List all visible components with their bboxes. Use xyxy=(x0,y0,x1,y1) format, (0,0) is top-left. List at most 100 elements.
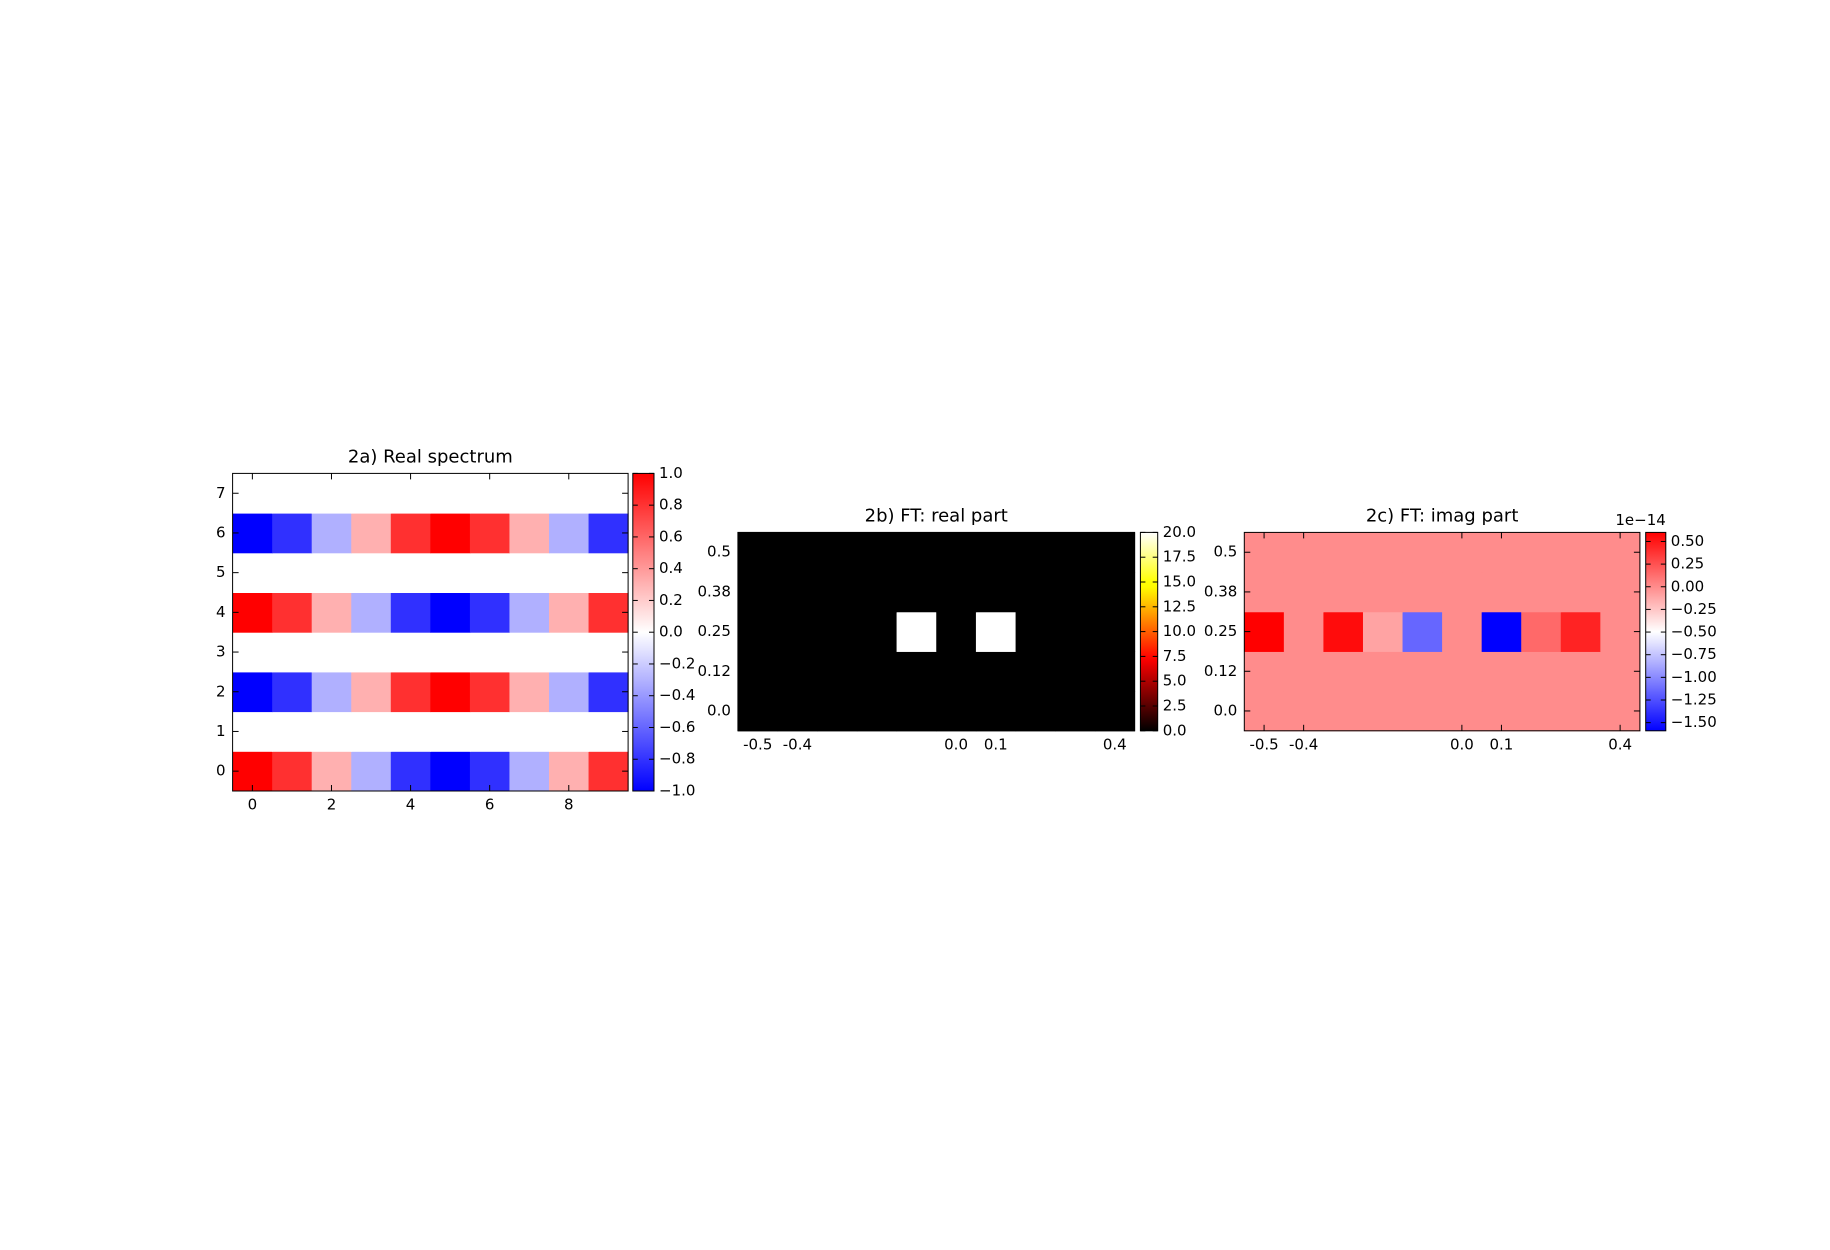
heatmap-cell xyxy=(311,632,352,673)
heatmap-cell xyxy=(1094,572,1136,613)
heatmap-cell xyxy=(1094,691,1136,732)
heatmap-cell xyxy=(390,751,431,792)
heatmap-cell xyxy=(430,592,471,633)
heatmap-cell xyxy=(1283,611,1324,652)
heatmap-cell xyxy=(1481,651,1522,692)
colorbar-tick-label: 10.0 xyxy=(1163,622,1196,640)
heatmap-cell xyxy=(588,632,629,673)
heatmap-cell xyxy=(390,671,431,713)
heatmap-cell xyxy=(469,632,510,673)
heatmap-cell xyxy=(1362,651,1404,692)
colorbar-tick-label: 15.0 xyxy=(1163,573,1196,591)
heatmap-cell xyxy=(390,592,431,633)
heatmap-cell xyxy=(311,552,352,593)
heatmap-cell xyxy=(232,751,273,792)
heatmap-cell xyxy=(588,711,629,752)
heatmap-cell xyxy=(469,751,510,792)
heatmap-cell xyxy=(1094,651,1136,692)
x-tick-label: 0 xyxy=(248,796,258,814)
heatmap-cell xyxy=(232,592,273,633)
heatmap-cell xyxy=(351,671,392,713)
heatmap-cell xyxy=(1362,611,1404,652)
x-tick-label: 0.4 xyxy=(1608,735,1632,753)
heatmap-cell xyxy=(1015,651,1056,692)
heatmap-cell xyxy=(777,532,818,573)
heatmap-cell xyxy=(1015,691,1056,732)
heatmap-cell xyxy=(737,651,779,692)
heatmap-cell xyxy=(272,552,313,593)
heatmap-cell xyxy=(1015,611,1056,652)
heatmap-cell xyxy=(549,552,590,593)
heatmap-cell xyxy=(1015,532,1056,573)
colorbar-tick-label: −0.6 xyxy=(659,718,695,736)
colorbar-tick-label: 0.00 xyxy=(1671,577,1704,595)
heatmap-cell xyxy=(1323,691,1364,732)
heatmap-cell xyxy=(549,632,590,673)
x-tick-label: 8 xyxy=(564,796,574,814)
heatmap-cell xyxy=(1244,572,1285,613)
colorbar-tick-label: 0.4 xyxy=(659,559,683,577)
heatmap-cell xyxy=(272,592,313,633)
heatmap-cell xyxy=(1560,611,1601,652)
heatmap-cell xyxy=(1055,611,1096,652)
heatmap-cell xyxy=(549,592,590,633)
heatmap-cell xyxy=(896,532,937,573)
heatmap-cell xyxy=(509,632,550,673)
colorbar-offset-label: 1e−14 xyxy=(1615,511,1665,529)
heatmap-cell xyxy=(1560,532,1601,573)
heatmap-cell xyxy=(1521,651,1562,692)
heatmap-cell xyxy=(588,552,629,593)
y-tick-label: 0.38 xyxy=(697,582,730,600)
heatmap-cell xyxy=(232,671,273,713)
heatmap-cell xyxy=(311,751,352,792)
heatmap-cell xyxy=(1323,611,1364,652)
chart-title: 2c) FT: imag part xyxy=(1366,505,1519,526)
heatmap-cell xyxy=(817,572,858,613)
y-tick-label: 0.5 xyxy=(1213,543,1237,561)
colorbar-tick-label: 2.5 xyxy=(1163,697,1187,715)
heatmap-cell xyxy=(896,651,937,692)
y-tick-label: 0.0 xyxy=(1213,701,1237,719)
x-tick-label: 0.1 xyxy=(1490,735,1514,753)
heatmap-cell xyxy=(430,711,471,752)
heatmap-cell xyxy=(232,632,273,673)
heatmap-cell xyxy=(469,592,510,633)
heatmap-cell xyxy=(777,691,818,732)
heatmap-cell xyxy=(549,513,590,554)
heatmap-cell xyxy=(1244,532,1285,573)
y-tick-label: 5 xyxy=(216,563,226,581)
heatmap-cell xyxy=(430,751,471,792)
heatmap-cell xyxy=(975,611,1017,652)
x-tick-label: -0.5 xyxy=(743,735,772,753)
heatmap-cell xyxy=(817,532,858,573)
heatmap-cell xyxy=(1442,532,1483,573)
heatmap-cell xyxy=(1362,691,1404,732)
y-tick-label: 0.25 xyxy=(1204,622,1237,640)
heatmap-cell xyxy=(1055,651,1096,692)
heatmap-cell xyxy=(1402,691,1443,732)
y-tick-label: 3 xyxy=(216,643,226,661)
y-tick-label: 0.0 xyxy=(707,701,731,719)
heatmap-cell xyxy=(311,671,352,713)
y-tick-label: 0 xyxy=(216,762,226,780)
heatmap-cell xyxy=(272,751,313,792)
heatmap-cell xyxy=(588,592,629,633)
plot-frame xyxy=(232,472,629,792)
heatmap-cell xyxy=(856,651,898,692)
heatmap-cell xyxy=(509,473,550,514)
heatmap-cell xyxy=(351,711,392,752)
heatmap-cell xyxy=(351,513,392,554)
x-tick-label: 6 xyxy=(485,796,495,814)
heatmap-cell xyxy=(272,513,313,554)
heatmap-cell xyxy=(1521,572,1562,613)
heatmap-cell xyxy=(430,473,471,514)
heatmap-cell xyxy=(1560,651,1601,692)
heatmap-cell xyxy=(549,751,590,792)
heatmap-cell xyxy=(232,473,273,514)
heatmap-cell xyxy=(1402,532,1443,573)
heatmap-cell xyxy=(509,671,550,713)
heatmap-cell xyxy=(1600,572,1641,613)
colorbar-tick-label: 20.0 xyxy=(1163,523,1196,541)
heatmap-cell xyxy=(1402,651,1443,692)
chart-title: 2b) FT: real part xyxy=(865,505,1008,526)
